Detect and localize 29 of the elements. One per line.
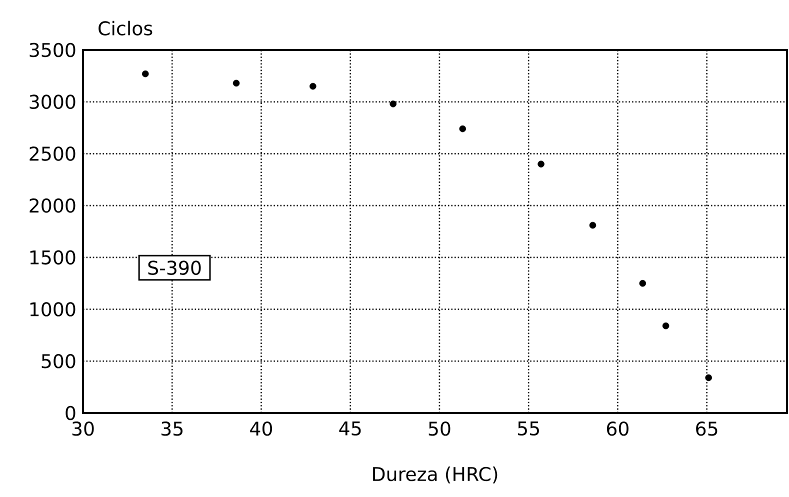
y-tick-label: 3000 [30,94,76,109]
x-tick-label: 45 [339,421,361,436]
y-axis-title: Ciclos [98,20,152,36]
x-tick-label: 30 [72,421,94,436]
y-tick-label: 2000 [30,198,76,213]
x-tick-label: 60 [606,421,628,436]
point [589,222,596,229]
x-axis-title: Dureza (HRC) [373,466,498,484]
text: S-390 [148,260,201,275]
x-tick-label: 40 [250,421,272,436]
y-tick-label: 2500 [30,146,76,161]
point [390,100,397,108]
y-tick-label: 500 [42,354,76,368]
y-tick-label: 3500 [30,42,76,58]
x-tick-label: 50 [428,421,450,436]
point [639,280,646,287]
point [705,374,712,382]
y-tick-label: 0 [66,406,76,420]
point [538,160,544,168]
point [232,80,240,87]
x-tick-label: 65 [696,421,718,436]
y-tick-label: 1000 [30,302,76,316]
point [142,70,149,78]
point [310,82,316,90]
point [662,322,670,330]
point [459,125,466,132]
x-tick-label: 55 [518,421,539,436]
y-tick-label: 1500 [30,250,76,265]
x-tick-label: 35 [162,421,183,436]
